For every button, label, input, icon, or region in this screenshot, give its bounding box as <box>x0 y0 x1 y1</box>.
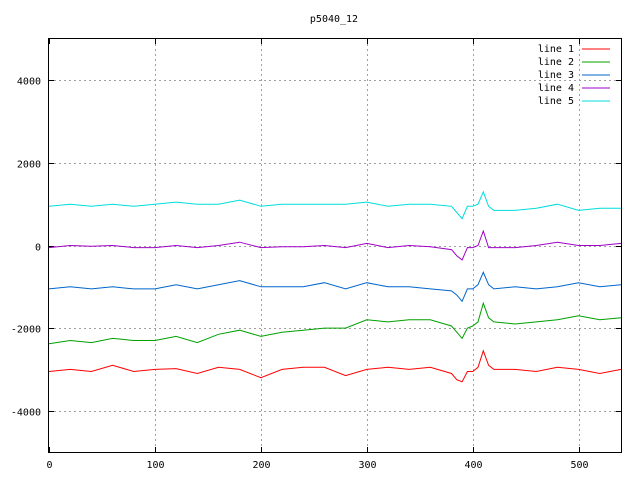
y-tick-label: 2000 <box>17 160 41 171</box>
x-tick-label: 100 <box>146 460 164 471</box>
x-tick-label: 0 <box>46 460 52 471</box>
legend: line 1 line 2 line 3 line 4 line 5 <box>538 44 610 107</box>
x-tick-label: 400 <box>464 460 482 471</box>
series-line <box>48 229 622 261</box>
x-tick-label: 300 <box>358 460 376 471</box>
plot-frame <box>48 38 622 453</box>
x-tick-label: 500 <box>570 460 588 471</box>
y-tick-label: 4000 <box>17 77 41 88</box>
y-tick-label: -2000 <box>11 325 41 336</box>
chart-title: p5040_12 <box>310 14 358 25</box>
legend-label: line 1 <box>538 44 574 55</box>
series-lines <box>48 190 622 383</box>
y-tick-label: -4000 <box>11 408 41 419</box>
series-line <box>48 271 622 303</box>
series-line <box>48 301 622 345</box>
series-line <box>48 190 621 220</box>
legend-label: line 3 <box>538 70 574 81</box>
x-tick-label: 200 <box>252 460 270 471</box>
y-tick-label: 0 <box>35 243 41 254</box>
legend-label: line 5 <box>538 96 574 107</box>
axis-ticks: 0 100 200 300 400 500 -4000 -2000 0 2000 4000 <box>11 39 621 471</box>
legend-label: line 2 <box>538 57 574 68</box>
series-line <box>48 349 622 383</box>
legend-label: line 4 <box>538 83 574 94</box>
